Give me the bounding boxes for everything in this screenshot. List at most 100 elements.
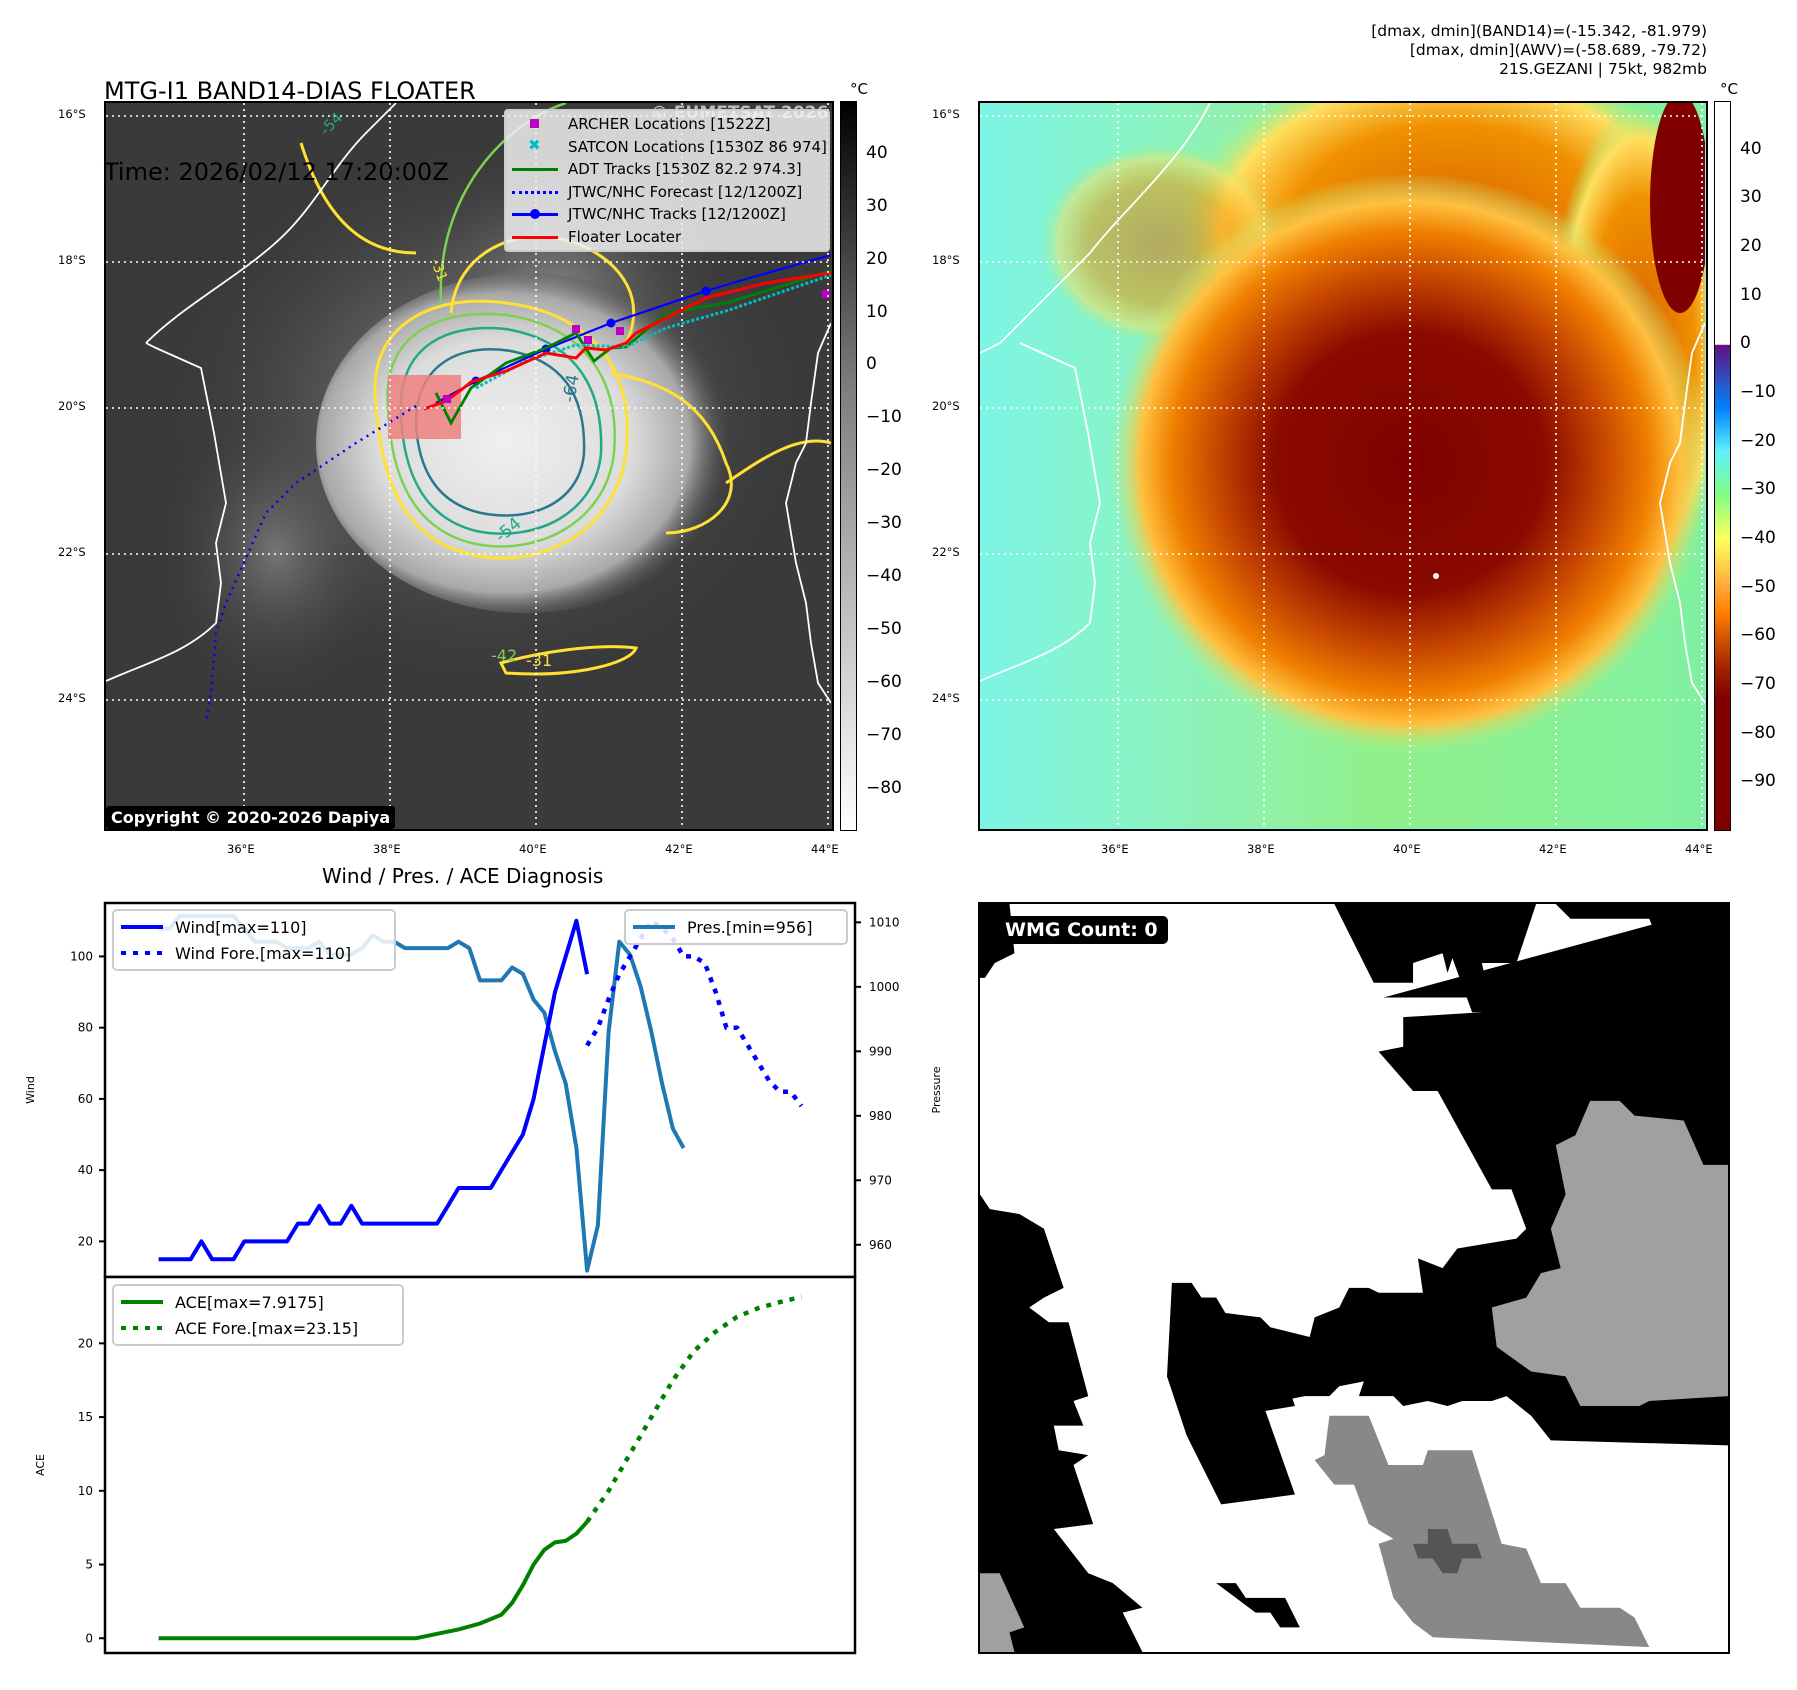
colorbar-tick-label: 20 <box>1740 236 1762 256</box>
lon-tick-label: 38°E <box>1247 842 1275 856</box>
legend-item-satcon: ✖ SATCON Locations [1530Z 86 974] <box>506 136 828 159</box>
stats-block: [dmax, dmin](BAND14)=(-15.342, -81.979) … <box>1371 22 1707 79</box>
wmg-mid-gray-region <box>1314 1415 1650 1648</box>
wind-y-tick-label: 20 <box>78 1234 93 1248</box>
wmg-black-center <box>1167 1282 1295 1505</box>
lon-tick-label: 36°E <box>227 842 255 856</box>
pressure-y-tick-label: 970 <box>869 1173 892 1187</box>
colorbar-tick-label: −70 <box>866 724 902 745</box>
wmg-black-west <box>980 1194 1143 1652</box>
green-line-icon <box>512 161 558 177</box>
legend-item-jtwc-tracks: JTWC/NHC Tracks [12/1200Z] <box>506 203 828 226</box>
colorbar-tick-label: −50 <box>1740 576 1776 597</box>
coastline-madagascar <box>785 322 831 704</box>
colorbar-tick-label: −10 <box>1740 382 1776 402</box>
stats-awv: [dmax, dmin](AWV)=(-58.689, -79.72) <box>1409 41 1707 59</box>
colorbar-tick-label: 20 <box>866 248 888 269</box>
colorbar-tick-label: 30 <box>866 195 888 216</box>
ne-cold-top <box>1650 103 1705 313</box>
graticule <box>980 103 1705 828</box>
title-line-2: Time: 2026/02/12 17:20:00Z <box>104 158 449 186</box>
coastline-north <box>980 103 1211 354</box>
contour-label: -31 <box>526 651 552 670</box>
lat-tick-label: 24°S <box>932 691 960 705</box>
pressure-y-tick-label: 960 <box>869 1238 892 1252</box>
blue-line-dot-marker-icon <box>512 206 558 222</box>
ir-satellite-map[interactable]: -64 -54 -31 -42 -54 -31 © EUMETSAT 2026 … <box>104 101 834 831</box>
colorbar-tick-label: −40 <box>866 566 902 587</box>
colorbar-tick-label: 0 <box>866 354 877 375</box>
coastline-north <box>145 103 397 344</box>
pressure-axis-label: Pressure <box>930 1066 943 1113</box>
contour-minus-42 <box>386 312 616 548</box>
title-line-1: MTG-I1 BAND14-DIAS FLOATER <box>104 77 476 105</box>
coastline-mozambique <box>106 342 227 682</box>
coastline-mozambique <box>980 342 1101 682</box>
jtwc-track-point <box>701 286 711 296</box>
wind-forecast-line <box>585 918 804 1108</box>
lon-tick-label: 42°E <box>1539 842 1567 856</box>
pressure-y-tick-label: 1000 <box>869 980 900 994</box>
archer-marker <box>616 327 624 335</box>
ace-y-tick-label: 10 <box>78 1484 93 1498</box>
colorbar-tick-label: 40 <box>1740 138 1762 159</box>
stats-band14: [dmax, dmin](BAND14)=(-15.342, -81.979) <box>1371 22 1707 40</box>
archer-marker <box>572 325 580 333</box>
lon-tick-label: 36°E <box>1101 842 1129 856</box>
lat-tick-label: 20°S <box>58 399 86 413</box>
ace-line <box>158 1520 589 1641</box>
wmg-panel[interactable]: WMG Count: 0 <box>978 902 1730 1654</box>
wind-axis-label: Wind <box>24 1076 37 1104</box>
contour-east-31 <box>610 371 733 535</box>
wmg-black-region <box>1319 904 1728 973</box>
lat-tick-label: 20°S <box>932 399 960 413</box>
colorbar-tick-label: −60 <box>1740 625 1776 646</box>
pressure-y-tick-label: 1010 <box>869 915 900 929</box>
legend-label: ADT Tracks [1530Z 82.2 974.3] <box>568 160 802 179</box>
colorbar-tick-label: 10 <box>1740 284 1762 305</box>
archer-marker <box>584 336 592 344</box>
contour-nw-31 <box>299 142 417 255</box>
contour-minus-31 <box>373 299 629 560</box>
legend-label: Wind Fore.[max=110] <box>175 944 351 963</box>
map-legend: ARCHER Locations [1522Z] ✖ SATCON Locati… <box>504 109 830 252</box>
colorbar-tick-label: 40 <box>866 142 888 163</box>
cyclone-cdo <box>316 273 736 613</box>
grayscale-colorbar <box>840 101 857 831</box>
blue-dotted-line-icon <box>512 184 558 200</box>
wmg-black-fragment <box>1216 1583 1300 1628</box>
lat-tick-label: 18°S <box>58 253 86 267</box>
lon-tick-label: 38°E <box>373 842 401 856</box>
floater-locator-box <box>388 375 461 439</box>
lat-tick-label: 16°S <box>932 107 960 121</box>
chart-legend <box>112 1284 404 1346</box>
wmg-gray-sw <box>980 1573 1025 1652</box>
legend-label: Wind[max=110] <box>175 918 307 937</box>
colorbar-tick-label: −50 <box>866 618 902 639</box>
awv-colored-map[interactable] <box>978 101 1708 831</box>
wind-y-tick-label: 100 <box>70 949 93 963</box>
legend-label: Floater Locater <box>568 227 682 246</box>
magenta-square-marker-icon <box>512 116 558 132</box>
lat-tick-label: 22°S <box>58 545 86 559</box>
colorbar-tick-label: −70 <box>1740 674 1776 694</box>
contour-se-31 <box>725 439 831 485</box>
wmg-gray-region <box>1491 1100 1728 1406</box>
ace-y-tick-label: 20 <box>78 1336 93 1350</box>
colorbar-tick-label: −90 <box>1740 771 1776 792</box>
pressure-y-tick-label: 980 <box>869 1109 892 1123</box>
legend-label: SATCON Locations [1530Z 86 974] <box>568 137 827 156</box>
lat-tick-label: 24°S <box>58 691 86 705</box>
colorbar-tick-label: −30 <box>866 513 902 534</box>
legend-item-archer: ARCHER Locations [1522Z] <box>506 113 828 136</box>
colorbar-tick-label: −80 <box>866 777 902 798</box>
archer-marker <box>822 290 830 298</box>
colorbar-tick-label: −30 <box>1740 479 1776 500</box>
wind-y-tick-label: 60 <box>78 1092 93 1106</box>
colorbar-tick-label: 10 <box>866 301 888 322</box>
jtwc-forecast-track <box>204 404 417 724</box>
pressure-y-tick-label: 990 <box>869 1044 892 1058</box>
colorbar-tick-label: −40 <box>1740 528 1776 548</box>
lat-tick-label: 16°S <box>58 107 86 121</box>
left-colorbar-unit: °C <box>850 80 868 98</box>
